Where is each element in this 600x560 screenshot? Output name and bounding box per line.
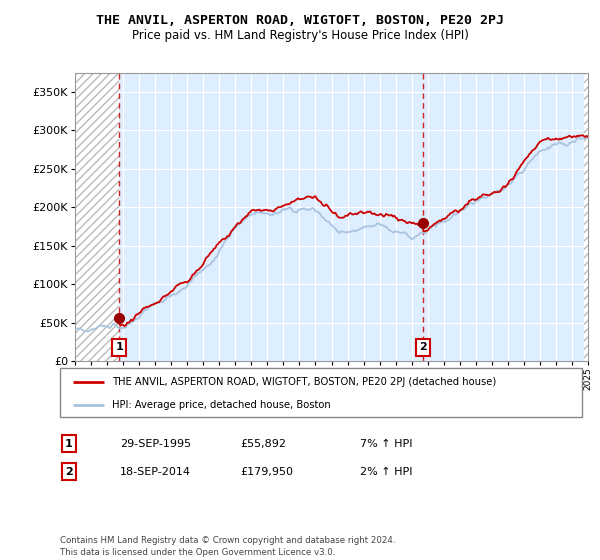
Text: Contains HM Land Registry data © Crown copyright and database right 2024.
This d: Contains HM Land Registry data © Crown c…: [60, 536, 395, 557]
Text: HPI: Average price, detached house, Boston: HPI: Average price, detached house, Bost…: [112, 400, 331, 410]
Text: 2: 2: [65, 466, 73, 477]
Text: £179,950: £179,950: [240, 466, 293, 477]
Text: 18-SEP-2014: 18-SEP-2014: [120, 466, 191, 477]
Text: 7% ↑ HPI: 7% ↑ HPI: [360, 438, 413, 449]
Text: £55,892: £55,892: [240, 438, 286, 449]
Text: THE ANVIL, ASPERTON ROAD, WIGTOFT, BOSTON, PE20 2PJ (detached house): THE ANVIL, ASPERTON ROAD, WIGTOFT, BOSTO…: [112, 377, 496, 387]
Text: 1: 1: [115, 342, 123, 352]
Text: Price paid vs. HM Land Registry's House Price Index (HPI): Price paid vs. HM Land Registry's House …: [131, 29, 469, 42]
Text: 1: 1: [65, 438, 73, 449]
Text: 2% ↑ HPI: 2% ↑ HPI: [360, 466, 413, 477]
Bar: [584, 73, 589, 361]
Text: THE ANVIL, ASPERTON ROAD, WIGTOFT, BOSTON, PE20 2PJ: THE ANVIL, ASPERTON ROAD, WIGTOFT, BOSTO…: [96, 14, 504, 27]
Text: 2: 2: [419, 342, 427, 352]
Text: 29-SEP-1995: 29-SEP-1995: [120, 438, 191, 449]
Bar: [75, 73, 119, 361]
FancyBboxPatch shape: [60, 368, 582, 417]
